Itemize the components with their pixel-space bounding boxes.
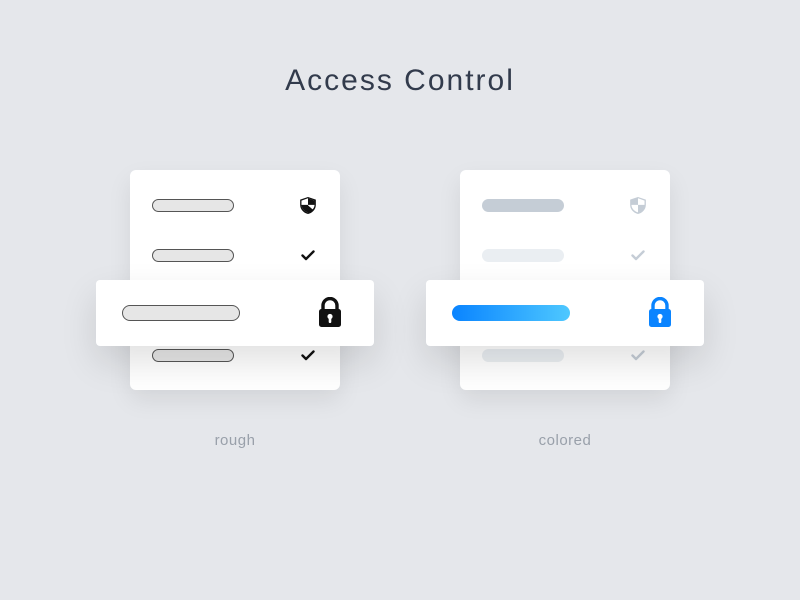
page-title: Access Control — [0, 0, 800, 98]
check-icon — [628, 345, 648, 365]
card-colored — [460, 170, 670, 390]
placeholder-line — [152, 349, 234, 362]
lock-icon — [316, 297, 344, 329]
check-icon — [298, 245, 318, 265]
placeholder-line — [152, 199, 234, 212]
placeholder-line — [482, 199, 564, 212]
placeholder-line — [452, 305, 570, 321]
check-icon — [298, 345, 318, 365]
placeholder-line — [152, 249, 234, 262]
check-icon — [628, 245, 648, 265]
placeholder-line — [482, 349, 564, 362]
caption-rough: rough — [215, 432, 256, 449]
list-item — [482, 246, 648, 264]
lock-icon — [646, 297, 674, 329]
highlighted-item — [96, 280, 374, 346]
list-item — [482, 346, 648, 364]
list-item — [152, 246, 318, 264]
panels-container: rough — [0, 170, 800, 449]
placeholder-line — [482, 249, 564, 262]
placeholder-line — [122, 305, 240, 321]
card-rough — [130, 170, 340, 390]
shield-icon — [628, 195, 648, 215]
panel-rough: rough — [130, 170, 340, 449]
list-item — [482, 196, 648, 214]
list-item — [152, 196, 318, 214]
shield-icon — [298, 195, 318, 215]
list-item — [152, 346, 318, 364]
highlighted-item — [426, 280, 704, 346]
panel-colored: colored — [460, 170, 670, 449]
caption-colored: colored — [539, 432, 592, 449]
